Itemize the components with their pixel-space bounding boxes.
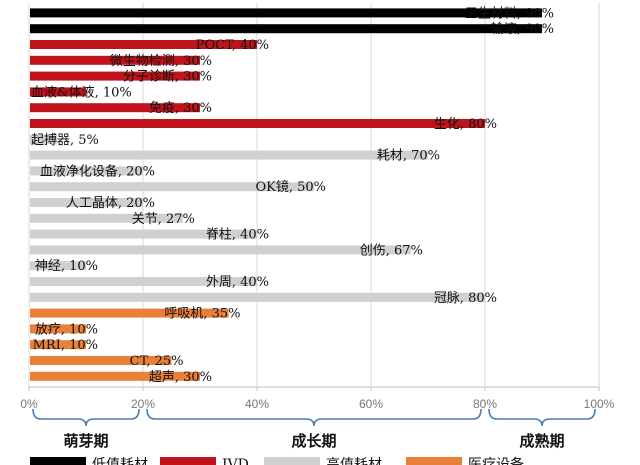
bar-免疫-30 [30,103,200,113]
bar-分子诊断-30 [30,71,200,81]
bar-血液-体液-10 [30,87,86,97]
legend-label-0: 低值耗材 [92,457,148,465]
bar-呼吸机-35 [30,308,229,318]
x-axis: 0% 20% 40% 60% 80% 100% [20,386,615,411]
bar-超声-30 [30,371,200,381]
bar-label-分子诊断-30: 分子诊断, 30% [123,70,212,85]
legend-swatch-2 [264,457,320,465]
bar-label-微生物检测-30: 微生物检测, 30% [110,54,212,69]
legend-label-2: 高值耗材 [326,456,382,465]
stage-label-1: 成长期 [291,432,336,450]
bar-起搏器-5 [30,134,58,144]
bar-label-耗材-70: 耗材, 70% [377,149,440,164]
bar-脊柱-40 [30,229,257,239]
bar-输液-90 [30,24,542,34]
bar-label-OK镜-50: OK镜, 50% [255,180,326,195]
bar-MRI-10 [30,340,86,350]
bar-label-脊柱-40: 脊柱, 40% [206,228,269,243]
legend-label-1: IVD [222,457,249,465]
grid [28,3,600,387]
bar-放疗-10 [30,324,86,334]
legend-swatch-0 [30,457,86,465]
x-tick-label-4: 80% [473,397,497,411]
bar-labels: 卫生材料, 90%输液, 90% POCT, 40%微生物检测, 30%分子诊断,… [31,6,554,384]
stage-label-0: 萌芽期 [63,432,108,450]
bar-label-创伤-67: 创伤, 67% [360,243,423,258]
legend-label-3: 医疗设备 [468,456,524,465]
bars [30,8,542,381]
x-tick-label-3: 60% [359,397,383,411]
bar-label-卫生材料-90: 卫生材料, 90% [465,6,554,21]
x-tick-label-0: 0% [20,397,38,411]
legend-swatch-1 [160,457,216,465]
bar-label-放疗-10: 放疗, 10% [35,322,98,337]
bar-label-POCT-40: POCT, 40% [196,38,269,53]
bar-label-血液净化设备-20: 血液净化设备, 20% [40,163,155,179]
bar-label-生化-80: 生化, 80% [434,117,497,132]
bar-外周-40 [30,277,257,286]
bar-label-冠脉-80: 冠脉, 80% [434,291,497,306]
bar-耗材-70 [30,150,428,160]
stage-bracket-2 [488,408,596,427]
bar-生化-80 [30,119,485,128]
bar-label-免疫-30: 免疫, 30% [149,100,212,116]
legend: 低值耗材 IVD 高值耗材 医疗设备 [30,456,524,465]
bar-label-外周-40: 外周, 40% [206,275,269,290]
bar-label-MRI-10: MRI, 10% [33,338,98,353]
stage-bracket-0 [32,408,140,427]
x-tick-label-1: 20% [131,397,155,411]
bar-POCT-40 [30,40,257,49]
bar-创伤-67 [30,245,411,255]
legend-swatch-3 [406,457,462,465]
bar-关节-27 [30,213,183,223]
bar-label-呼吸机-35: 呼吸机, 35% [164,307,240,322]
bar-卫生材料-90 [30,8,542,18]
bar-OK镜-50 [30,182,314,192]
bar-冠脉-80 [30,292,485,302]
x-tick-label-2: 40% [245,397,269,411]
bar-label-CT-25: CT, 25% [130,354,184,369]
bar-CT-25 [30,356,172,365]
stage-brackets: 萌芽期 成长期 成熟期 [32,408,596,450]
bar-微生物检测-30 [30,55,200,65]
bar-label-血液-体液-10: 血液&体液, 10% [31,85,132,100]
bar-人工晶体-20 [30,198,143,207]
bar-label-关节-27: 关节, 27% [132,212,195,227]
bar-label-超声-30: 超声, 30% [149,370,212,385]
bar-血液净化设备-20 [30,166,143,176]
bar-label-起搏器-5: 起搏器, 5% [31,132,99,148]
stage-label-2: 成熟期 [519,432,564,450]
bar-label-人工晶体-20: 人工晶体, 20% [66,196,155,211]
stage-bracket-1 [146,408,482,427]
bar-神经-10 [30,261,86,271]
bar-label-输液-90: 输液, 90% [491,21,554,37]
x-tick-label-5: 100% [584,397,615,411]
bar-label-神经-10: 神经, 10% [35,259,98,274]
